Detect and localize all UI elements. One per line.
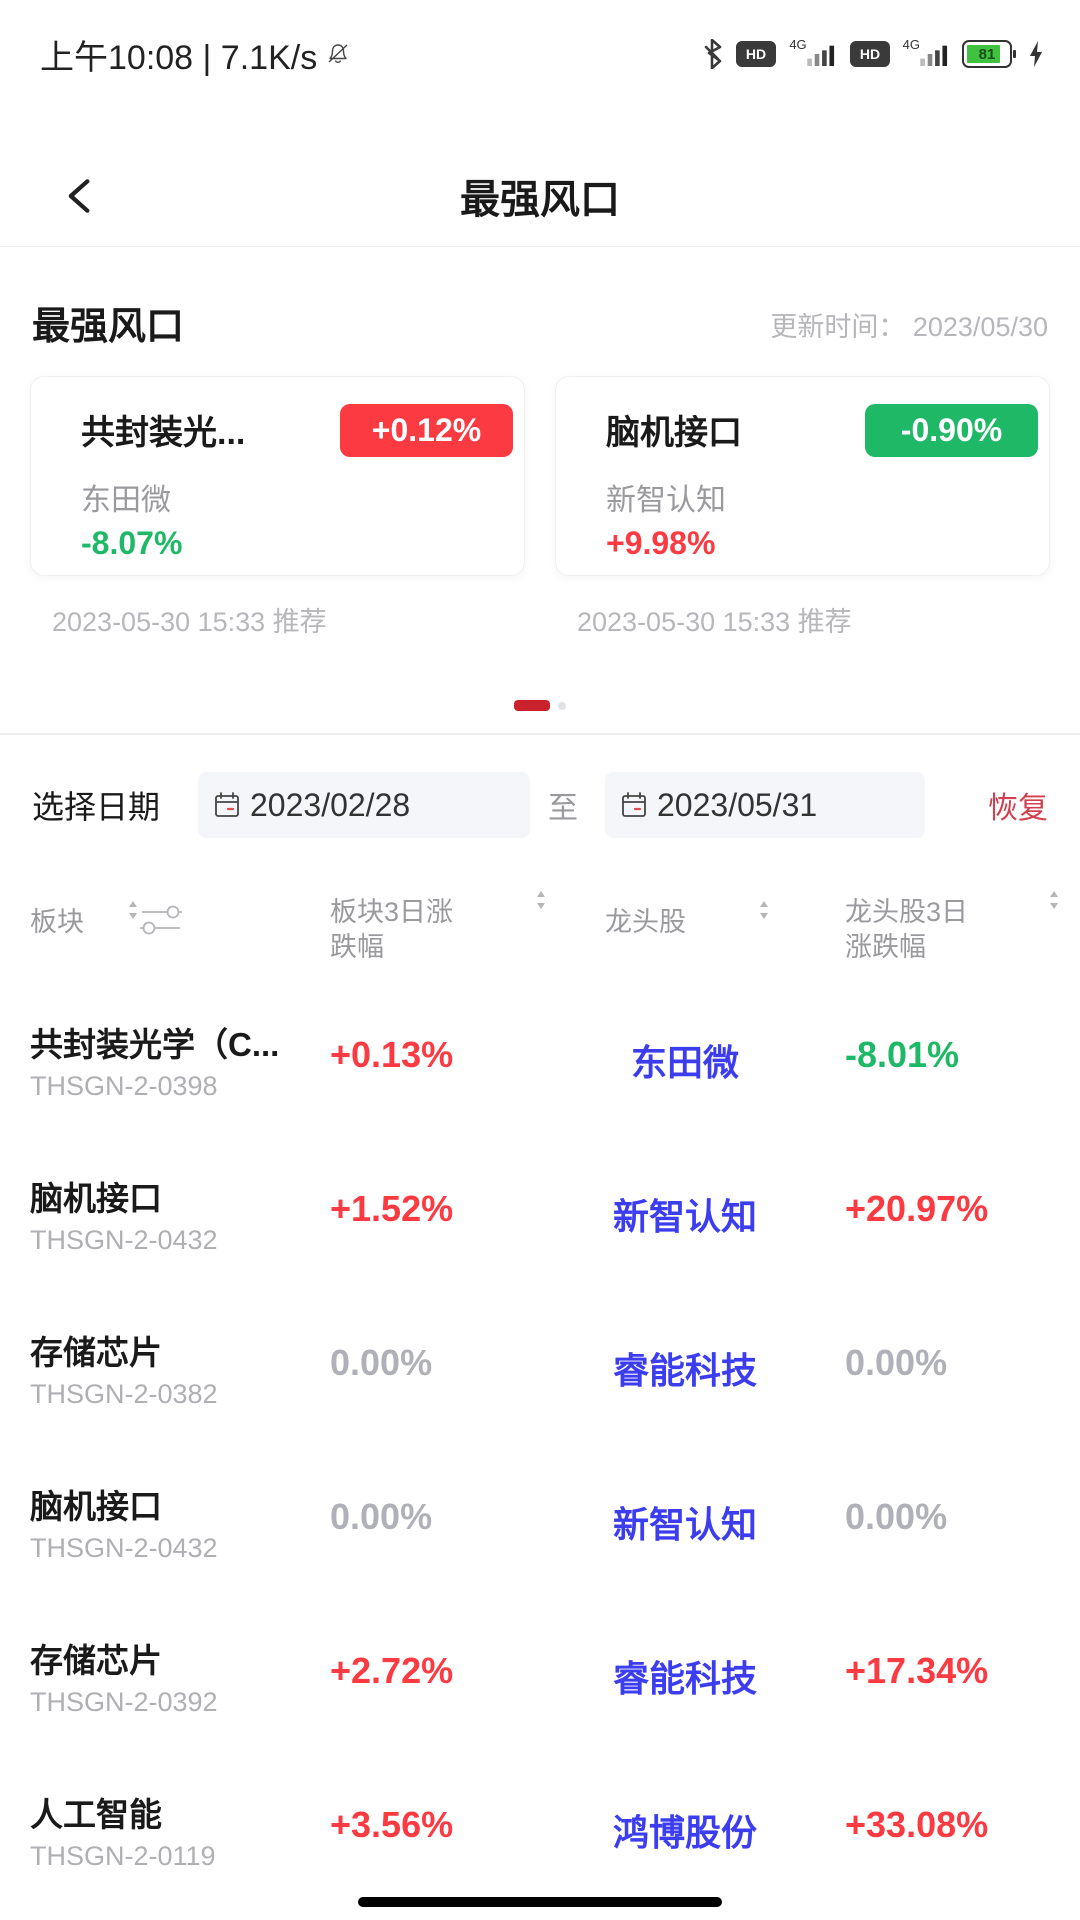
svg-text:81: 81 xyxy=(979,46,996,63)
svg-text:HD: HD xyxy=(860,46,880,62)
svg-text:HD: HD xyxy=(746,46,766,62)
